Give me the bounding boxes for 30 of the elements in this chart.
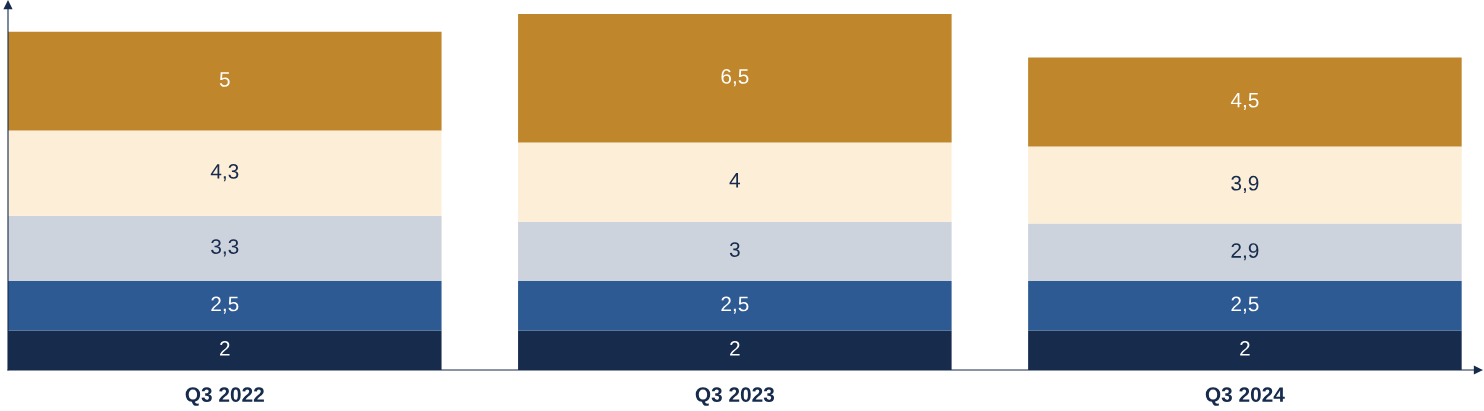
bar (518, 142, 952, 222)
data-label: 3 (729, 242, 740, 257)
data-label: 5 (219, 72, 230, 87)
data-label: 2 (1240, 341, 1250, 356)
data-label: 2 (220, 341, 230, 356)
data-label: 4,3 (210, 164, 239, 182)
data-label: 2,9 (1231, 243, 1259, 261)
bar (8, 280, 442, 331)
bar (518, 280, 952, 331)
x-tick-label: Q3 2023 (695, 387, 775, 406)
bar (1028, 280, 1462, 331)
data-label: 3,9 (1231, 175, 1259, 194)
bar (518, 13, 952, 143)
bar (1028, 57, 1462, 147)
x-tick-label: Q3 2022 (185, 387, 264, 406)
data-label: 2 (730, 341, 740, 356)
bar (1028, 223, 1462, 281)
data-label: 4,5 (1230, 92, 1259, 110)
bar (518, 221, 952, 281)
data-label: 6,5 (721, 69, 749, 87)
x-tick-label: Q3 2024 (1205, 387, 1285, 406)
bar (1028, 146, 1462, 224)
data-label: 2,5 (1231, 296, 1259, 314)
bar (8, 215, 442, 281)
bar (8, 31, 442, 131)
data-label: 4 (729, 173, 741, 188)
data-label: 3,3 (211, 239, 239, 257)
data-label: 2,5 (721, 296, 749, 314)
bar (8, 130, 442, 216)
data-label: 2,5 (211, 296, 239, 314)
